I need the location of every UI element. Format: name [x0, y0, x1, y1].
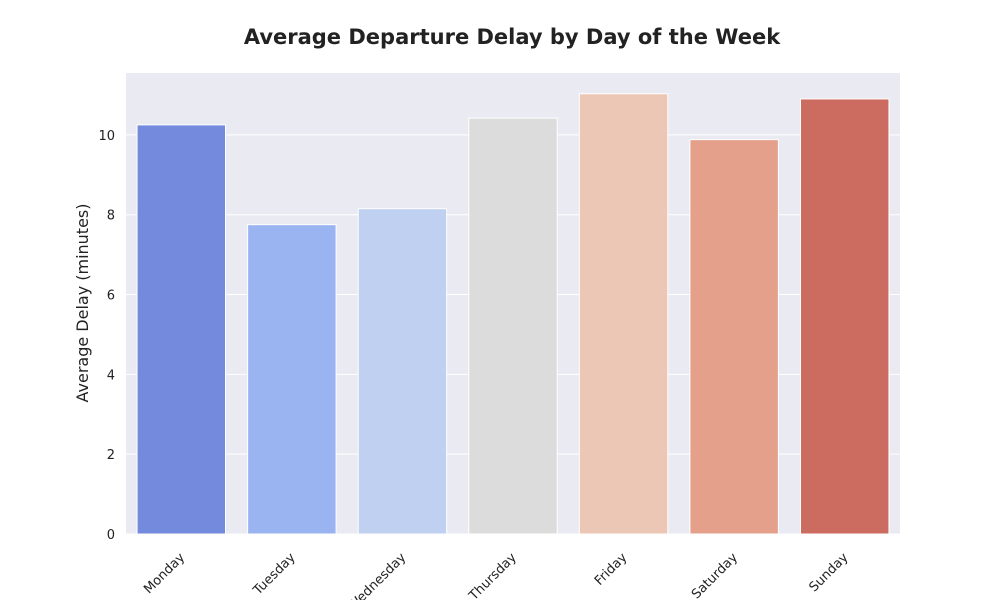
y-tick-label: 6	[107, 289, 115, 304]
chart-title: Average Departure Delay by Day of the We…	[244, 25, 781, 49]
bar-monday	[136, 124, 227, 535]
x-tick-label: Saturday	[689, 550, 741, 600]
bar-thursday	[468, 117, 558, 535]
y-tick-label: 0	[107, 528, 115, 543]
bar-sunday	[799, 98, 890, 535]
y-axis-label: Average Delay (minutes)	[73, 203, 92, 402]
x-tick-label: Monday	[141, 550, 188, 597]
bar-tuesday	[247, 224, 337, 535]
y-tick-label: 8	[107, 209, 115, 224]
x-tick-label: Tuesday	[250, 550, 299, 599]
x-tick-label: Wednesday	[345, 550, 409, 600]
y-axis-ticks: 0 2 4 6 8 10	[98, 129, 115, 543]
bar-wednesday	[357, 208, 448, 535]
x-axis-ticks: Monday Tuesday Wednesday Thursday Friday Satu…	[141, 550, 852, 600]
x-tick-label: Friday	[592, 550, 631, 589]
x-tick-label: Sunday	[807, 550, 852, 595]
y-tick-label: 10	[98, 129, 115, 144]
bars	[136, 93, 890, 535]
y-tick-label: 2	[107, 448, 115, 463]
bar-saturday	[689, 139, 779, 535]
y-tick-label: 4	[107, 368, 115, 383]
bar-friday	[578, 93, 669, 535]
x-tick-label: Thursday	[466, 550, 520, 600]
